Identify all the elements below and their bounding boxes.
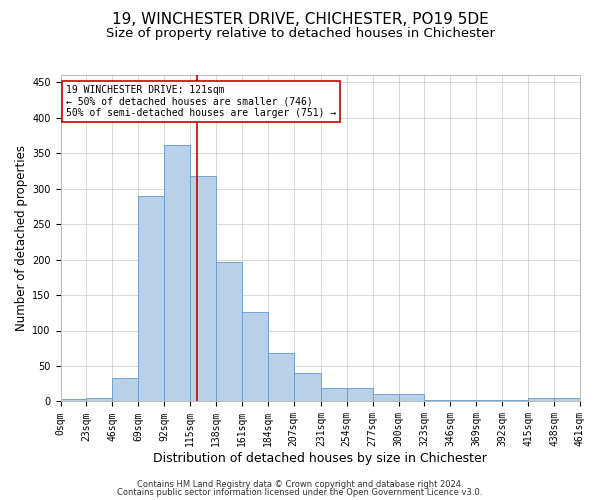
Bar — [164, 144, 190, 402]
Bar — [476, 400, 502, 402]
Bar — [554, 398, 580, 402]
Bar — [347, 388, 373, 402]
Text: Size of property relative to detached houses in Chichester: Size of property relative to detached ho… — [106, 28, 494, 40]
Bar — [451, 400, 476, 402]
Text: Contains HM Land Registry data © Crown copyright and database right 2024.: Contains HM Land Registry data © Crown c… — [137, 480, 463, 489]
X-axis label: Distribution of detached houses by size in Chichester: Distribution of detached houses by size … — [154, 452, 487, 465]
Bar — [190, 176, 216, 402]
Y-axis label: Number of detached properties: Number of detached properties — [15, 145, 28, 331]
Bar — [138, 196, 164, 402]
Bar — [528, 398, 554, 402]
Bar — [502, 400, 528, 402]
Bar — [86, 398, 112, 402]
Bar — [112, 378, 138, 402]
Bar — [268, 352, 294, 402]
Text: Contains public sector information licensed under the Open Government Licence v3: Contains public sector information licen… — [118, 488, 482, 497]
Bar — [373, 394, 398, 402]
Text: 19, WINCHESTER DRIVE, CHICHESTER, PO19 5DE: 19, WINCHESTER DRIVE, CHICHESTER, PO19 5… — [112, 12, 488, 28]
Bar — [61, 400, 86, 402]
Bar — [242, 312, 268, 402]
Bar — [398, 394, 424, 402]
Text: 19 WINCHESTER DRIVE: 121sqm
← 50% of detached houses are smaller (746)
50% of se: 19 WINCHESTER DRIVE: 121sqm ← 50% of det… — [66, 85, 336, 118]
Bar — [294, 373, 321, 402]
Bar — [424, 400, 451, 402]
Bar — [216, 262, 242, 402]
Bar — [321, 388, 347, 402]
